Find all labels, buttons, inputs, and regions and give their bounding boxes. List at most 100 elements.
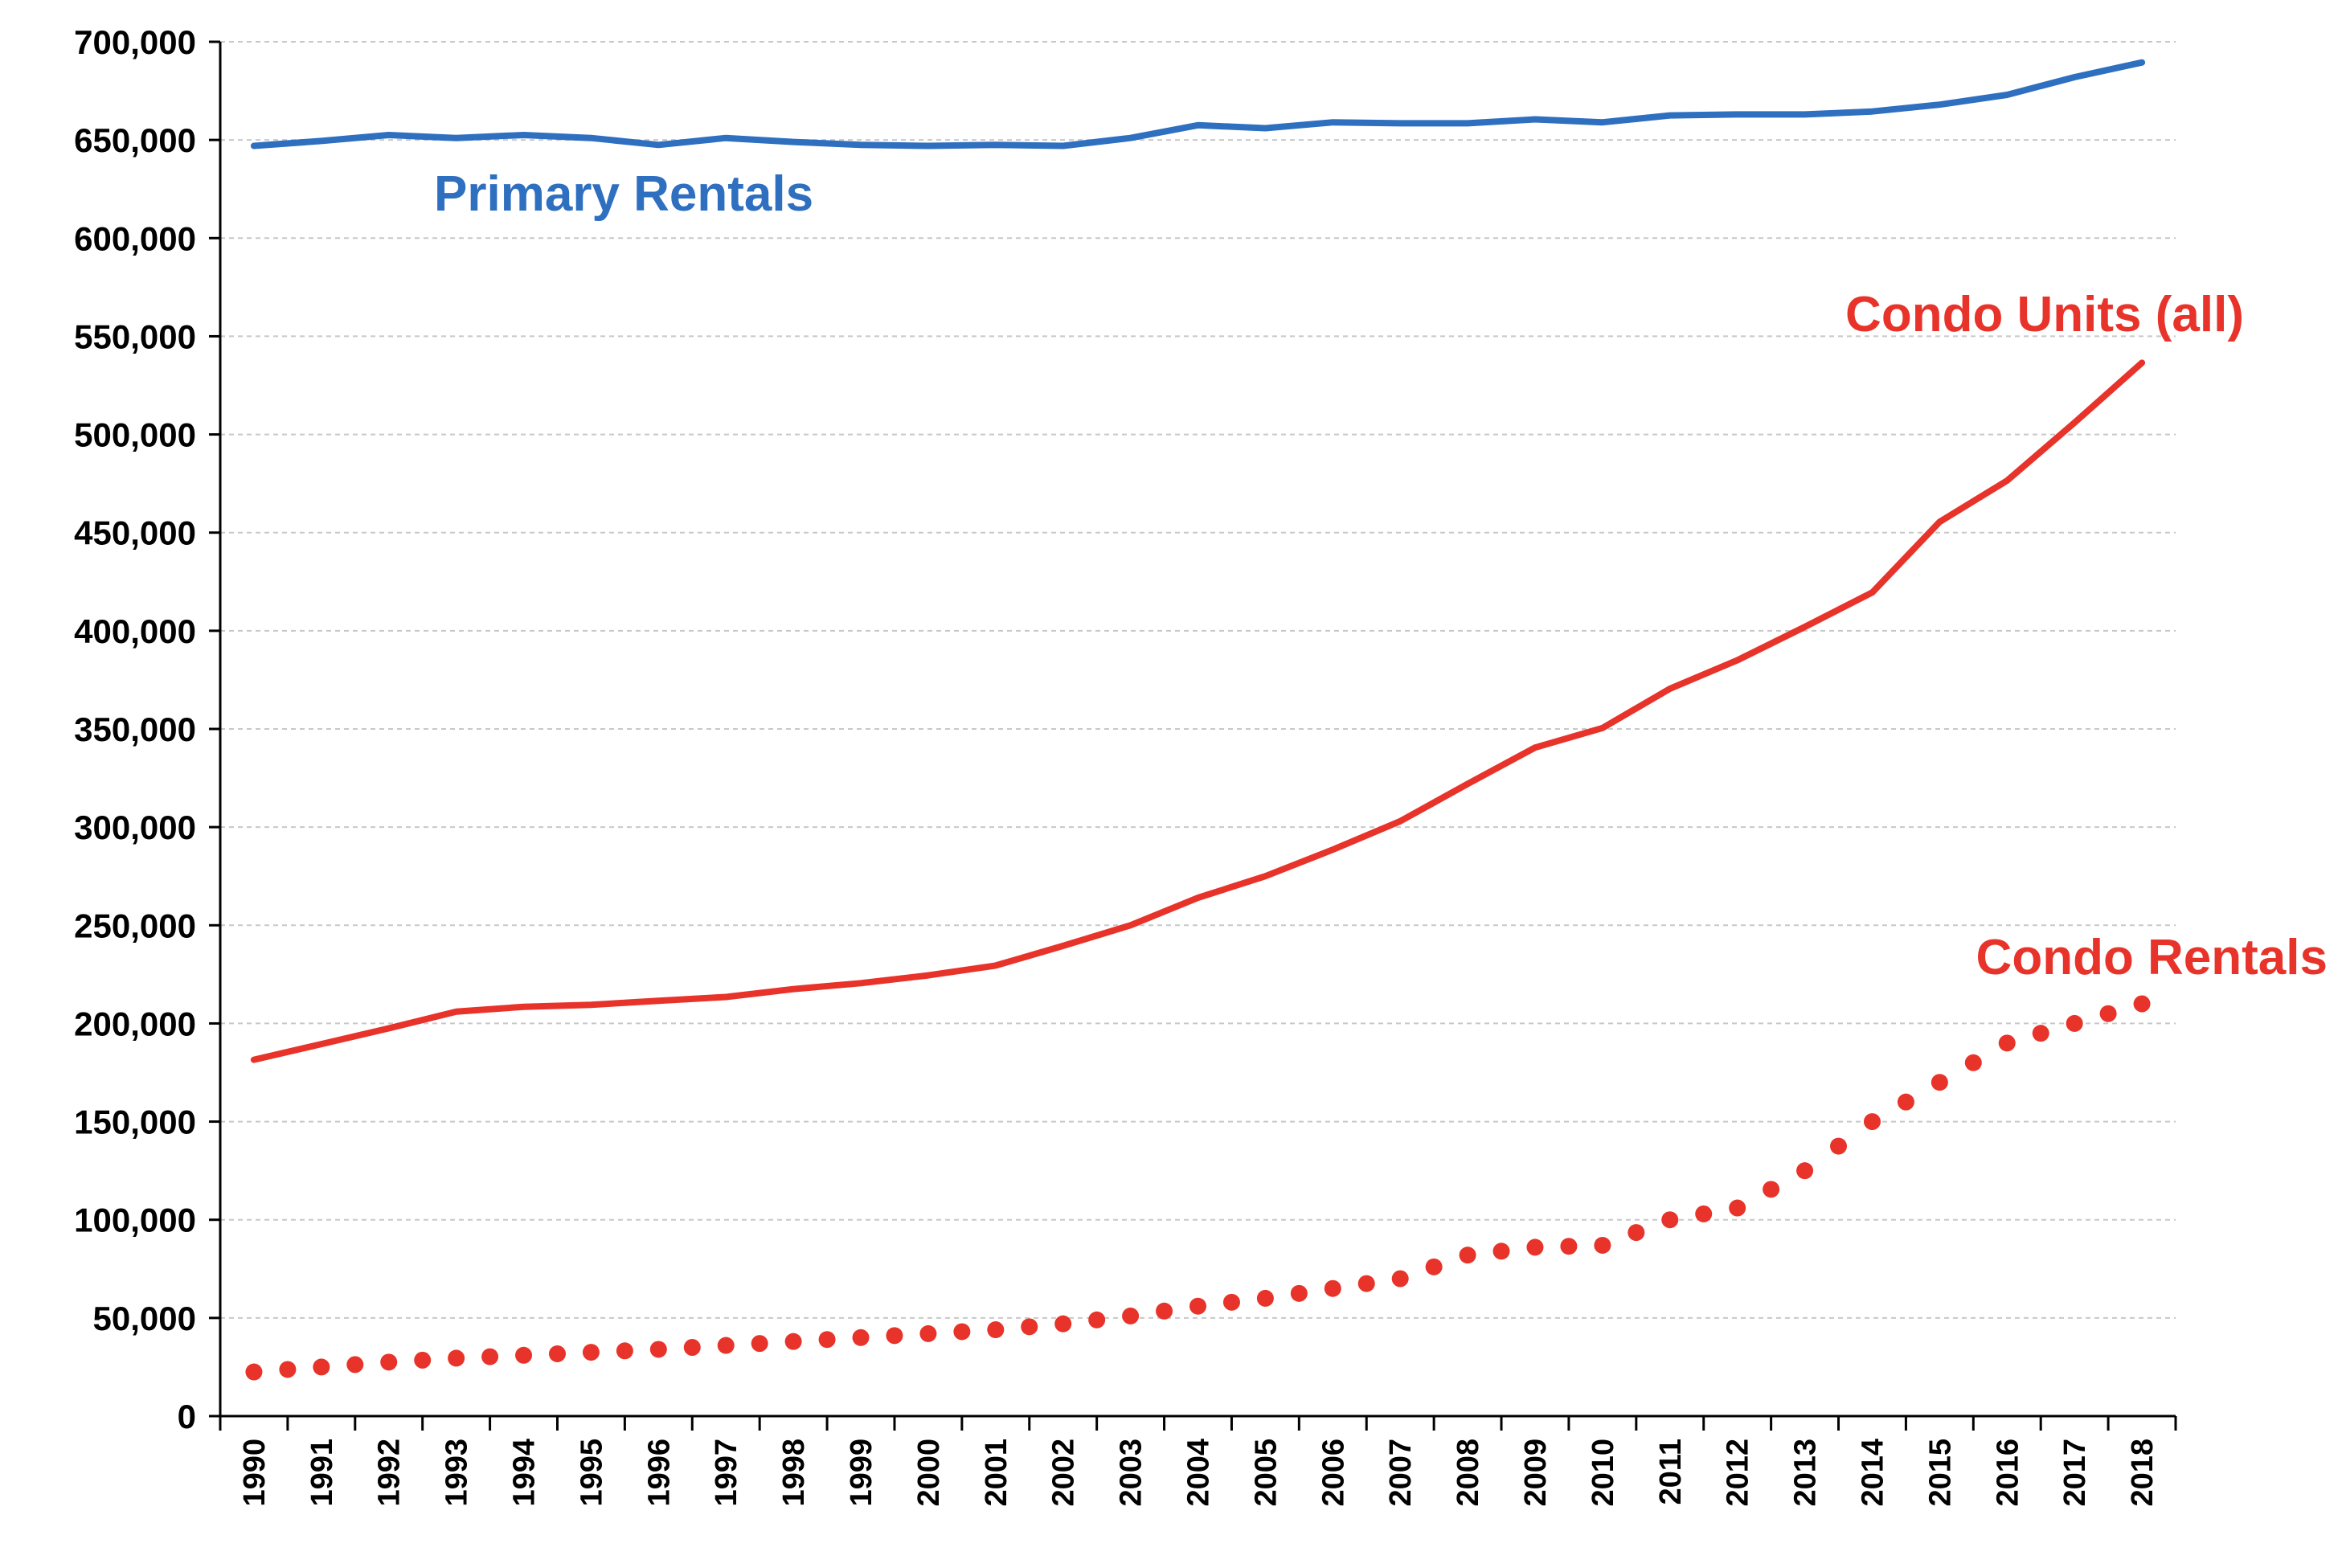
x-tick-label: 2016 <box>1991 1439 2025 1507</box>
condo-rentals-point <box>1459 1247 1476 1264</box>
condo-rentals-dot <box>1560 1238 1578 1255</box>
condo-rentals-point <box>1998 1034 2016 1052</box>
y-tick-label: 100,000 <box>74 1202 196 1239</box>
x-tick-label: 2000 <box>912 1439 946 1507</box>
condo-rentals-dot <box>481 1348 499 1365</box>
x-tick-label: 1998 <box>777 1439 811 1507</box>
y-tick-label: 600,000 <box>74 219 196 257</box>
condo-rentals-dot <box>2099 1005 2117 1022</box>
x-tick-label: 1990 <box>238 1439 272 1507</box>
series-labels: Primary Rentals Condo Units (all) Condo Re… <box>434 166 2328 985</box>
y-tick-label: 50,000 <box>93 1300 196 1337</box>
condo-rentals-dot <box>1964 1054 1982 1071</box>
condo-rentals-dot <box>751 1335 768 1353</box>
condo-rentals-dot <box>953 1323 971 1341</box>
condo-rentals-point <box>852 1329 870 1346</box>
y-tick-label: 550,000 <box>74 317 196 355</box>
condo-rentals-dot <box>616 1342 633 1360</box>
y-tick-label: 400,000 <box>74 612 196 650</box>
x-tick-label: 1997 <box>710 1439 743 1507</box>
x-tick-label: 2004 <box>1182 1439 1216 1507</box>
condo-rentals-point <box>1796 1162 1814 1180</box>
y-tick-label: 350,000 <box>74 710 196 748</box>
primary-rentals-label: Primary Rentals <box>434 166 813 222</box>
condo-units-label: Condo Units (all) <box>1845 287 2244 342</box>
condo-rentals-dot <box>886 1327 903 1345</box>
y-tick-label: 500,000 <box>74 416 196 454</box>
x-tick-label: 1993 <box>440 1439 474 1507</box>
x-tick-label: 2014 <box>1856 1439 1890 1507</box>
condo-rentals-point <box>1729 1199 1746 1217</box>
condo-rentals-point <box>1526 1238 1544 1256</box>
y-tick-label: 650,000 <box>74 121 196 159</box>
condo-rentals-dot <box>683 1339 701 1356</box>
condo-rentals-point <box>987 1321 1005 1339</box>
condo-rentals-dot <box>1021 1318 1038 1336</box>
condo-rentals-point <box>380 1353 398 1371</box>
x-tick-label: 1995 <box>575 1439 608 1507</box>
condo-rentals-point <box>1931 1074 1948 1091</box>
condo-rentals-point <box>1054 1315 1072 1333</box>
x-tick-label: 2008 <box>1451 1439 1485 1507</box>
x-tick-label: 2003 <box>1115 1439 1148 1507</box>
y-tick-label: 200,000 <box>74 1005 196 1042</box>
condo-rentals-dot <box>1628 1224 1645 1242</box>
x-tick-label: 1999 <box>845 1439 878 1507</box>
x-tick-label: 2012 <box>1722 1439 1755 1507</box>
condo-rentals-dot <box>1492 1243 1510 1260</box>
condo-rentals-dot <box>2032 1025 2049 1042</box>
y-tick-label: 700,000 <box>74 23 196 61</box>
x-tick-label: 1992 <box>373 1439 407 1507</box>
condo-rentals-point <box>1391 1270 1409 1288</box>
x-tick-label: 2018 <box>2126 1439 2160 1507</box>
condo-rentals-dot <box>548 1345 566 1362</box>
condo-rentals-point <box>1863 1113 1881 1131</box>
x-tick-label: 1994 <box>508 1439 542 1507</box>
condo-rentals-point <box>1661 1211 1679 1229</box>
y-tick-label: 0 <box>178 1398 196 1435</box>
condo-rentals-point <box>2066 1014 2083 1032</box>
condo-rentals-point <box>717 1337 735 1354</box>
condo-rentals-dot <box>818 1331 836 1349</box>
condo-rentals-point <box>1189 1297 1206 1315</box>
y-tick-label: 250,000 <box>74 907 196 944</box>
x-tick-label: 2009 <box>1519 1439 1553 1507</box>
condo-rentals-dot <box>1357 1275 1375 1292</box>
condo-units-line <box>250 359 2146 1063</box>
x-tick-label: 2010 <box>1587 1439 1620 1507</box>
condo-rentals-point <box>448 1349 465 1367</box>
condo-rentals-dot <box>1088 1311 1106 1329</box>
y-tick-label: 300,000 <box>74 809 196 846</box>
condo-rentals-point <box>784 1333 802 1350</box>
y-tick-label: 450,000 <box>74 514 196 552</box>
condo-rentals-dot <box>1763 1181 1780 1198</box>
condo-rentals-label: Condo Rentals <box>1976 930 2328 985</box>
condo-rentals-point <box>515 1346 533 1364</box>
gridlines <box>220 41 2176 1319</box>
series-lines <box>245 59 2151 1381</box>
x-tick-label: 2015 <box>1923 1439 1957 1507</box>
condo-rentals-point <box>1122 1307 1140 1324</box>
condo-rentals-dot <box>1290 1284 1308 1302</box>
condo-rentals-dot <box>1695 1205 1713 1222</box>
condo-rentals-dot <box>279 1361 297 1378</box>
axes: 0 50,000 100,000 150,000 200,000 250,000 300,0… <box>74 23 2177 1507</box>
condo-rentals-dot <box>414 1351 432 1369</box>
x-tick-label: 2001 <box>980 1439 1013 1507</box>
condo-rentals-point <box>245 1363 263 1381</box>
condo-rentals-dot <box>1897 1093 1914 1111</box>
condo-rentals-point <box>1256 1289 1274 1307</box>
condo-rentals-point <box>1594 1236 1611 1254</box>
x-tick-label: 2005 <box>1249 1439 1283 1507</box>
x-tick-label: 2011 <box>1654 1439 1688 1505</box>
x-tick-label: 2013 <box>1789 1439 1823 1507</box>
x-tick-label: 2006 <box>1316 1439 1350 1507</box>
condo-rentals-point <box>2133 995 2151 1013</box>
condo-rentals-dot <box>346 1356 364 1374</box>
condo-rentals-dot <box>1425 1258 1443 1275</box>
condo-rentals-dot <box>1222 1293 1240 1311</box>
y-tick-label: 150,000 <box>74 1103 196 1141</box>
condo-rentals-point <box>1324 1279 1341 1297</box>
